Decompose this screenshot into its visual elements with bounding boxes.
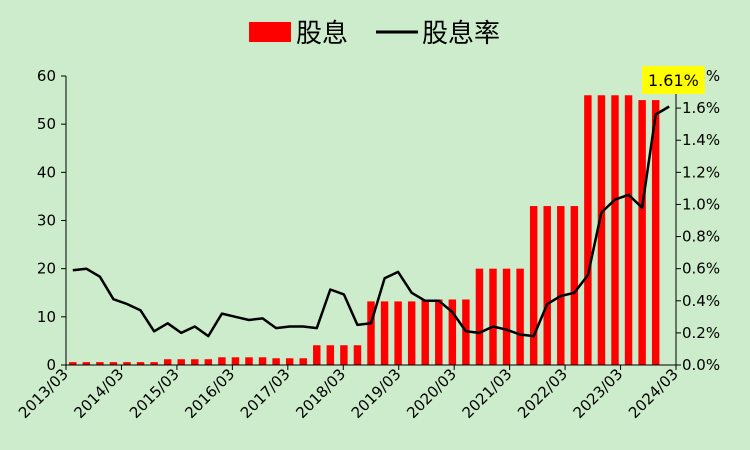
bar [407, 301, 416, 365]
y-left-tick-label: 20 [37, 260, 56, 278]
bar [245, 357, 253, 365]
bar [380, 301, 389, 365]
x-tick-label: 2021/03 [459, 365, 516, 422]
bar [475, 268, 484, 365]
axes-group [61, 75, 681, 370]
x-tick-label: 2022/03 [514, 365, 571, 422]
legend: 股息 股息率 [249, 19, 500, 49]
bar [394, 301, 402, 365]
bar [516, 268, 524, 365]
y-left-tick-label: 0 [46, 356, 56, 374]
bar [191, 359, 199, 365]
bar [340, 345, 348, 365]
x-tick-label: 2024/03 [625, 365, 682, 422]
y-right-tick-label: 0.8% [682, 228, 720, 246]
y-right-tick-label: 1.0% [682, 195, 720, 213]
bar [489, 268, 497, 365]
bar [584, 95, 592, 366]
bar [435, 299, 443, 365]
bar [570, 206, 579, 365]
bar [543, 206, 551, 365]
bar [529, 206, 538, 365]
legend-bar-swatch [249, 22, 291, 42]
bar [313, 345, 321, 365]
y-right-tick-label: 0.4% [682, 292, 720, 310]
bar [624, 95, 633, 366]
x-tick-label: 2019/03 [348, 365, 405, 422]
x-tick-label: 2013/03 [15, 365, 72, 422]
bar [353, 345, 362, 365]
bar [502, 268, 511, 365]
bar [611, 95, 619, 366]
y-left-tick-label: 30 [37, 212, 56, 230]
legend-bar-label: 股息 [296, 19, 348, 49]
y-right-tick-label: 1.4% [682, 131, 720, 149]
bar [597, 95, 606, 366]
bar [231, 357, 240, 365]
y-right-tick-label: 1.2% [682, 163, 720, 181]
bar [96, 362, 104, 365]
x-tick-label: 2023/03 [570, 365, 627, 422]
bars-group [69, 95, 660, 366]
x-tick-label: 2016/03 [181, 365, 238, 422]
bar [136, 362, 145, 365]
x-tick-label: 2018/03 [292, 365, 349, 422]
bar [218, 357, 226, 365]
bar [69, 362, 77, 365]
bar [448, 299, 457, 365]
y-left-tick-label: 60 [37, 67, 56, 85]
y-right-tick-label: 1.6% [682, 99, 720, 117]
bar [204, 359, 213, 365]
bar [367, 301, 375, 365]
bar [299, 358, 307, 365]
y-left-tick-label: 10 [37, 308, 56, 326]
x-tick-label: 2020/03 [403, 365, 460, 422]
bar [651, 100, 660, 365]
callout-label: 1.61% [648, 71, 699, 90]
y-left-tick-label: 40 [37, 163, 56, 181]
callout-box [642, 66, 705, 94]
line-series [72, 105, 670, 338]
bar [285, 358, 294, 365]
bar [177, 359, 185, 365]
bar [82, 362, 91, 365]
legend-line-label: 股息率 [422, 19, 500, 49]
bar [150, 362, 158, 365]
bar [421, 299, 429, 365]
y-right-tick-label: 0.6% [682, 260, 720, 278]
callout-group: 1.61% [642, 66, 705, 94]
y-left-tick-label: 50 [37, 115, 56, 133]
bar [326, 345, 335, 365]
bar [109, 362, 118, 365]
bar [258, 357, 267, 365]
y-right-tick-label: 0.2% [682, 324, 720, 342]
x-tick-label: 2015/03 [126, 365, 183, 422]
line-group [72, 105, 670, 338]
x-tick-label: 2017/03 [237, 365, 294, 422]
bar [272, 358, 280, 365]
x-tick-label: 2014/03 [70, 365, 127, 422]
bar [557, 206, 565, 365]
bar [163, 359, 172, 365]
bar [638, 100, 646, 365]
y-right-tick-label: 0.0% [682, 356, 720, 374]
bar [123, 362, 131, 365]
